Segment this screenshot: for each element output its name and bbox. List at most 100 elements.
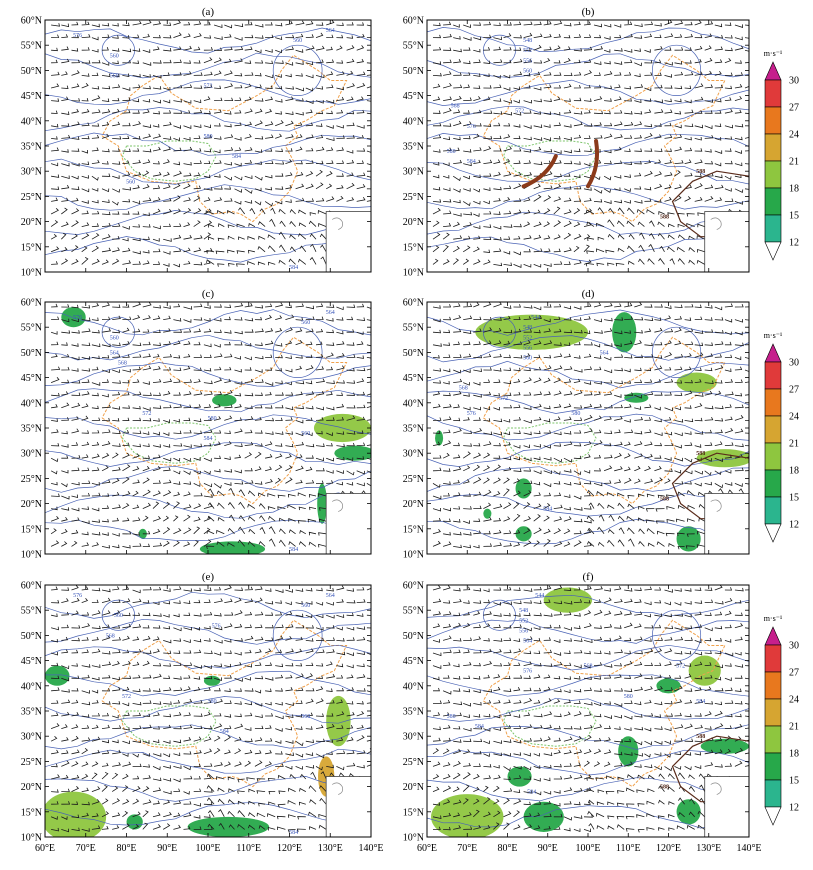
wind-barb — [295, 328, 303, 333]
wind-barb — [543, 813, 552, 818]
wind-barb — [183, 751, 192, 755]
wind-barb — [443, 380, 450, 385]
wind-barb — [122, 712, 130, 717]
wind-barb — [336, 585, 345, 591]
wind-barb — [593, 702, 602, 707]
wind-barb — [336, 185, 344, 190]
wind-barb — [285, 148, 293, 152]
wind-barb — [71, 597, 80, 603]
wind-barb — [628, 233, 635, 240]
wind-barb — [366, 344, 371, 347]
wind-barb — [614, 598, 623, 603]
wind-barb — [203, 354, 212, 358]
wind-barb — [112, 48, 120, 52]
wind-barb — [288, 258, 296, 265]
wind-barb — [553, 173, 562, 178]
wind-barb — [664, 431, 673, 436]
wind-barb — [694, 124, 704, 129]
wind-barb — [563, 124, 572, 128]
wind-barb — [624, 477, 632, 484]
wind-barb — [453, 649, 461, 654]
wind-barb — [163, 467, 171, 472]
wind-barb — [563, 22, 572, 27]
wind-barb — [163, 588, 171, 592]
wind-barb — [308, 531, 317, 536]
wind-barb — [432, 403, 441, 409]
wind-barb — [298, 233, 307, 240]
wind-barb — [265, 328, 274, 333]
contour-label: 580 — [208, 699, 217, 705]
wind-barb — [624, 761, 633, 767]
height-contour — [45, 492, 371, 519]
wind-barb — [664, 85, 673, 89]
wind-barb — [453, 235, 463, 240]
wind-barb — [724, 587, 733, 591]
height-contour — [45, 670, 371, 697]
wind-barb — [453, 622, 462, 629]
wind-barb — [320, 244, 327, 253]
wind-barb — [91, 825, 101, 830]
wind-barb — [503, 224, 513, 228]
wind-barb — [734, 483, 743, 487]
wind-barb — [81, 690, 90, 694]
wind-barb — [336, 96, 345, 101]
height-contour — [45, 776, 371, 802]
wind-barb — [432, 815, 442, 820]
wind-barb — [61, 636, 69, 641]
country-border — [482, 54, 726, 223]
wind-barb — [132, 224, 141, 228]
wind-barb — [366, 125, 371, 127]
wind-barb — [658, 257, 665, 265]
wind-barb — [593, 23, 603, 28]
wind-barb — [275, 161, 285, 165]
wind-barb — [604, 302, 613, 308]
wind-barb — [336, 417, 344, 421]
wind-barb — [473, 649, 482, 654]
wind-barb — [704, 45, 712, 51]
wind-barb — [315, 738, 325, 743]
wind-barb — [244, 429, 253, 434]
wind-barb — [183, 125, 192, 129]
wind-barb — [346, 762, 356, 767]
wind-barb — [71, 517, 80, 522]
wind-barb — [533, 492, 541, 497]
wind-barb — [254, 305, 264, 309]
wind-barb — [617, 515, 625, 522]
wind-barb — [553, 775, 563, 780]
plot-content — [427, 302, 749, 552]
wind-barb — [668, 801, 675, 805]
x-tick-label: 110°E — [616, 843, 641, 854]
wind-barb — [583, 687, 592, 692]
wind-barb — [91, 712, 100, 717]
wind-barb — [432, 611, 442, 616]
wind-barb — [132, 354, 142, 358]
wind-barb — [443, 724, 451, 729]
wind-barb — [214, 353, 223, 358]
wind-barb — [543, 84, 552, 89]
wind-barb — [163, 341, 172, 346]
wind-barb — [684, 33, 694, 38]
contour-label: 576 — [212, 623, 221, 629]
wind-barb — [543, 328, 551, 333]
wind-barb — [173, 470, 181, 475]
wind-barb — [61, 379, 70, 383]
wind-barb — [346, 652, 354, 657]
wind-barb — [724, 303, 733, 308]
wind-barb — [173, 59, 182, 64]
wind-barb — [122, 122, 131, 127]
wind-barb — [684, 738, 694, 742]
wind-barb — [173, 430, 182, 435]
wind-barb — [346, 736, 354, 742]
colorbar-segment — [764, 388, 782, 417]
wind-barb — [315, 100, 324, 104]
wind-barb — [238, 526, 246, 535]
height-contour — [427, 697, 749, 722]
wind-barb — [624, 121, 634, 127]
wind-barb — [346, 22, 354, 26]
wind-barb — [604, 651, 611, 655]
y-tick-label: 55°N — [403, 606, 424, 617]
wind-barb — [664, 457, 672, 461]
wind-barb — [112, 329, 121, 334]
wind-barb — [183, 766, 191, 771]
wind-barb — [553, 528, 561, 535]
